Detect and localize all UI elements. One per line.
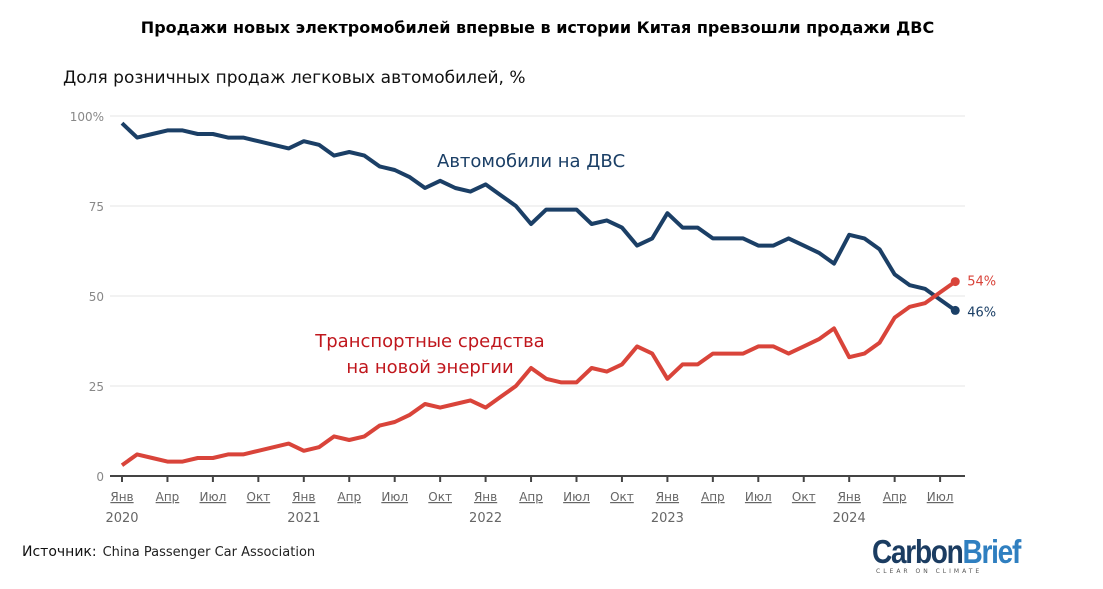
x-tick-month: Апр [519,490,543,504]
y-tick-label: 100% [70,110,104,124]
x-tick-month: Окт [792,490,816,504]
source-value: China Passenger Car Association [102,545,316,560]
x-tick-month: Июл [927,490,954,504]
x-tick-month: Апр [156,490,180,504]
nev-end-point [950,277,960,287]
ice-end-point [950,305,960,315]
x-tick-month: Окт [610,490,634,504]
x-tick-month: Апр [883,490,907,504]
ice-series-label: Автомобили на ДВС [437,151,625,172]
chart-title: Продажи новых электромобилей впервые в и… [140,18,935,37]
x-tick-month: Июл [381,490,408,504]
ice-end-label: 46% [967,305,996,320]
nev-series-line [120,279,957,467]
x-tick-month: Янв [656,490,679,504]
x-tick-month: Июл [563,490,590,504]
x-tick-month: Апр [337,490,361,504]
y-tick-label: 0 [96,470,104,484]
source-label: Источник: [22,544,97,560]
x-tick-month: Янв [292,490,315,504]
x-tick-month: Янв [838,490,861,504]
x-tick-year: 2023 [651,511,684,526]
ice-series-line [120,121,957,313]
carbonbrief-logo: CarbonBrief CLEAR ON CLIMATE [872,533,1021,575]
x-tick-year: 2022 [469,511,502,526]
y-tick-label: 75 [89,200,104,214]
x-tick-month: Янв [110,490,133,504]
x-tick-month: Апр [701,490,725,504]
x-tick-month: Июл [745,490,772,504]
x-tick-year: 2020 [105,511,138,526]
x-tick-month: Июл [200,490,227,504]
source-note: Источник: China Passenger Car Association [22,544,315,560]
y-tick-label: 25 [89,380,104,394]
y-axis-title: Доля розничных продаж легковых автомобил… [63,68,526,88]
x-tick-month: Янв [474,490,497,504]
y-tick-label: 50 [89,290,104,304]
x-tick-year: 2021 [287,511,320,526]
x-tick-month: Окт [428,490,452,504]
nev-series-label-line1: Транспортные средства [314,331,544,352]
nev-end-label: 54% [967,275,996,290]
nev-series-label-line2: на новой энергии [346,357,513,378]
x-tick-year: 2024 [833,511,866,526]
x-tick-month: Окт [247,490,271,504]
